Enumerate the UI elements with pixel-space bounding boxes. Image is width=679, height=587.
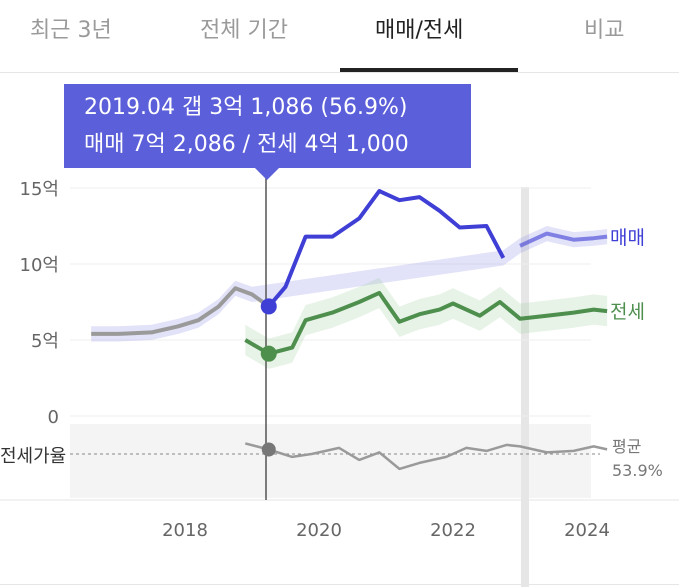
tab-bar: 최근 3년 전체 기간 매매/전세 비교 [0, 0, 679, 73]
jeonse-selected-point [260, 345, 277, 362]
x-tick-label: 2020 [296, 520, 342, 541]
ratio-selected-point [261, 442, 276, 457]
current-period-band [521, 187, 529, 587]
average-value: 53.9% [612, 461, 663, 480]
tab-sale-jeonse[interactable]: 매매/전세 [375, 18, 464, 43]
sale-history-line [91, 286, 270, 336]
active-tab-indicator [340, 68, 518, 72]
sale-line-recent [519, 231, 608, 248]
tooltip-arrow [255, 168, 279, 180]
y-tick-label: 5억 [31, 331, 59, 352]
sale-selected-point [260, 298, 277, 315]
jeonse-line [244, 290, 608, 356]
ratio-axis-label: 전세가율 [0, 446, 66, 467]
ratio-panel-bg [70, 424, 591, 498]
tooltip-price-line: 매매 7억 2,086 / 전세 4억 1,000 [84, 132, 409, 157]
tab-recent-3-years[interactable]: 최근 3년 [30, 18, 112, 43]
average-label: 평균 [612, 437, 641, 456]
sale-line [267, 189, 506, 308]
y-tick-label: 15억 [20, 179, 59, 200]
jeonse-series-label: 전세 [610, 301, 645, 323]
sale-series-label: 매매 [610, 227, 645, 249]
tab-compare[interactable]: 비교 [584, 18, 625, 43]
x-tick-label: 2018 [162, 520, 208, 541]
y-tick-label: 0 [48, 407, 59, 428]
jeonse-range-band [245, 277, 608, 369]
chart-tooltip: 2019.04 갭 3억 1,086 (56.9%) 매매 7억 2,086 /… [64, 84, 471, 168]
tooltip-gap-line: 2019.04 갭 3억 1,086 (56.9%) [84, 95, 408, 120]
tab-all-period[interactable]: 전체 기간 [200, 18, 288, 43]
ratio-line [244, 442, 608, 471]
x-tick-label: 2024 [564, 520, 610, 541]
bottom-divider [0, 584, 679, 585]
sale-range-band [91, 226, 608, 342]
x-tick-label: 2022 [430, 520, 476, 541]
y-tick-label: 10억 [20, 255, 59, 276]
